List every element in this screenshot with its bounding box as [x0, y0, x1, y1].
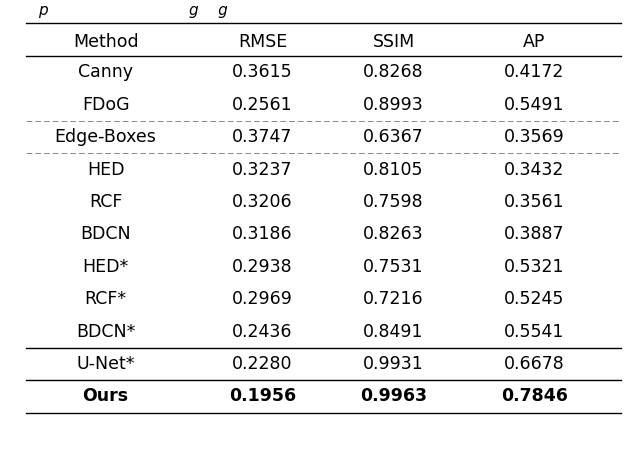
Text: 0.2561: 0.2561 — [232, 96, 292, 114]
Text: BDCN: BDCN — [80, 225, 131, 244]
Text: Canny: Canny — [78, 63, 133, 81]
Text: 0.6367: 0.6367 — [364, 128, 424, 146]
Text: 0.3615: 0.3615 — [232, 63, 292, 81]
Text: Edge-Boxes: Edge-Boxes — [54, 128, 157, 146]
Text: 0.3569: 0.3569 — [504, 128, 564, 146]
Text: 0.3237: 0.3237 — [232, 160, 292, 179]
Text: 0.9931: 0.9931 — [364, 355, 424, 373]
Text: HED*: HED* — [83, 258, 129, 276]
Text: 0.5491: 0.5491 — [504, 96, 564, 114]
Text: 0.3432: 0.3432 — [504, 160, 564, 179]
Text: AP: AP — [524, 33, 545, 51]
Text: SSIM: SSIM — [372, 33, 415, 51]
Text: 0.8263: 0.8263 — [364, 225, 424, 244]
Text: 0.8105: 0.8105 — [364, 160, 424, 179]
Text: HED: HED — [87, 160, 124, 179]
Text: 0.3561: 0.3561 — [504, 193, 564, 211]
Text: 0.5245: 0.5245 — [504, 290, 564, 308]
Text: BDCN*: BDCN* — [76, 323, 135, 341]
Text: Method: Method — [73, 33, 138, 51]
Text: 0.7846: 0.7846 — [501, 387, 568, 405]
Text: 0.7216: 0.7216 — [364, 290, 424, 308]
Text: 0.5541: 0.5541 — [504, 323, 564, 341]
Text: RMSE: RMSE — [238, 33, 287, 51]
Text: 0.3206: 0.3206 — [232, 193, 292, 211]
Text: p                             g    g: p g g — [38, 3, 228, 18]
Text: 0.6678: 0.6678 — [504, 355, 564, 373]
Text: 0.1956: 0.1956 — [229, 387, 296, 405]
Text: 0.7531: 0.7531 — [364, 258, 424, 276]
Text: Ours: Ours — [83, 387, 129, 405]
Text: RCF*: RCF* — [84, 290, 127, 308]
Text: 0.2938: 0.2938 — [232, 258, 292, 276]
Text: FDoG: FDoG — [82, 96, 129, 114]
Text: 0.9963: 0.9963 — [360, 387, 427, 405]
Text: 0.8491: 0.8491 — [364, 323, 424, 341]
Text: 0.8993: 0.8993 — [364, 96, 424, 114]
Text: 0.3887: 0.3887 — [504, 225, 564, 244]
Text: RCF: RCF — [89, 193, 122, 211]
Text: 0.3747: 0.3747 — [232, 128, 292, 146]
Text: 0.3186: 0.3186 — [232, 225, 292, 244]
Text: 0.4172: 0.4172 — [504, 63, 564, 81]
Text: 0.2280: 0.2280 — [232, 355, 292, 373]
Text: 0.5321: 0.5321 — [504, 258, 564, 276]
Text: 0.8268: 0.8268 — [364, 63, 424, 81]
Text: U-Net*: U-Net* — [76, 355, 135, 373]
Text: 0.7598: 0.7598 — [364, 193, 424, 211]
Text: 0.2436: 0.2436 — [232, 323, 292, 341]
Text: 0.2969: 0.2969 — [232, 290, 293, 308]
